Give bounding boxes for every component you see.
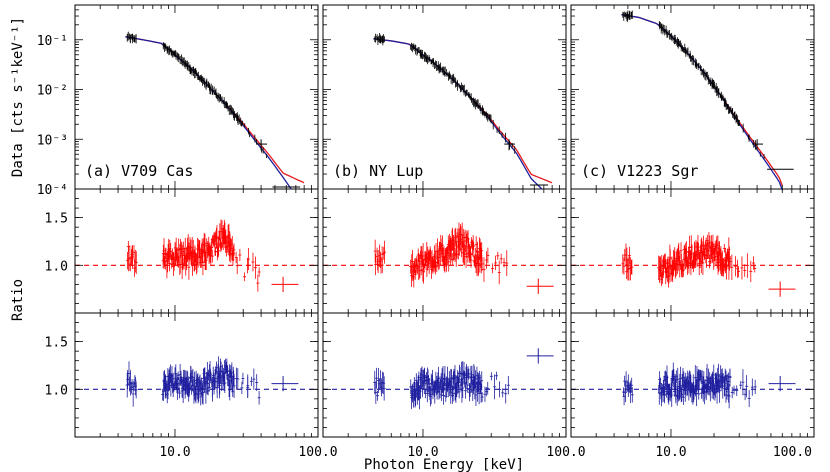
panel-frames [74, 4, 815, 438]
y-tick-label: 10⁻³ [37, 133, 68, 148]
x-tick-label: 10.0 [407, 445, 438, 460]
panel-label: (b) NY Lup [333, 162, 423, 180]
model-line-red [125, 36, 305, 184]
y-tick-label: 10⁻² [37, 84, 68, 99]
y-axis-label-data: Data [cts s⁻¹keV⁻¹] [10, 17, 26, 177]
panel-frame [74, 312, 319, 438]
x-tick-label: 10.0 [159, 445, 190, 460]
tick-layer [74, 4, 815, 437]
text-layer: 10.0 10.0 10.0 100.0 100.0 100.0 10⁻¹ 10⁻² 10⁻³ 1… [10, 17, 812, 472]
panel-label: (a) V709 Cas [85, 162, 193, 180]
data-layer [75, 10, 814, 410]
panel-frame [322, 312, 567, 438]
y-tick-label: 1.5 [45, 212, 68, 227]
x-axis-label: Photon Energy [keV] [364, 457, 524, 472]
panel-frame [74, 188, 319, 314]
y-tick-label: 1.0 [45, 383, 68, 398]
panel-frame [322, 188, 567, 314]
y-tick-label: 10⁻⁴ [37, 183, 68, 198]
x-tick-label: 10.0 [655, 445, 686, 460]
x-tick-label: 100.0 [298, 445, 337, 460]
panel-label: (c) V1223 Sgr [581, 162, 698, 180]
y-tick-label: 1.0 [45, 259, 68, 274]
x-tick-label: 100.0 [546, 445, 585, 460]
y-tick-label: 10⁻¹ [37, 34, 68, 49]
panel-frame [570, 188, 815, 314]
x-tick-label: 100.0 [773, 445, 812, 460]
model-line-red [621, 13, 783, 186]
panel-frame [570, 312, 815, 438]
y-axis-label-ratio: Ratio [10, 279, 26, 321]
y-tick-label: 1.5 [45, 336, 68, 351]
